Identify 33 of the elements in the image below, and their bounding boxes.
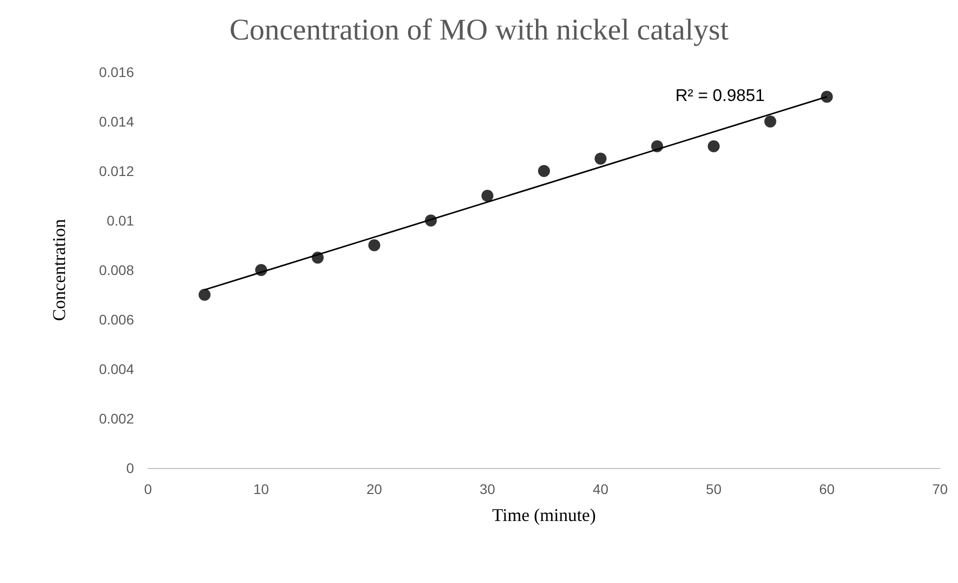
y-axis-title: Concentration — [49, 219, 69, 321]
x-tick-label: 10 — [253, 481, 270, 497]
point — [820, 90, 833, 103]
point — [708, 140, 720, 152]
x-tick-label: 40 — [592, 481, 609, 497]
point — [368, 239, 380, 252]
point — [481, 190, 494, 202]
x-axis-title: Time (minute) — [492, 505, 596, 525]
x-tick-label: 30 — [480, 481, 496, 497]
x-tick-label: 20 — [366, 481, 382, 497]
annotation: R² = 0.9851 — [675, 86, 765, 105]
y-tick-label: 0.006 — [98, 312, 134, 328]
x-tick-label: 60 — [819, 481, 835, 497]
x-tick-label: 70 — [932, 481, 948, 497]
point — [594, 152, 607, 165]
y-tick-label: 0.004 — [98, 361, 134, 377]
point — [651, 140, 664, 152]
y-tick-label: 0.008 — [98, 262, 134, 278]
point — [312, 252, 324, 264]
x-tick-label: 50 — [706, 481, 722, 497]
y-tick-label: 0 — [126, 460, 134, 476]
point — [764, 116, 776, 128]
point — [255, 264, 268, 276]
y-tick-label: 0.01 — [106, 212, 134, 228]
y-tick-label: 0.012 — [98, 163, 134, 179]
point — [424, 214, 437, 226]
y-tick-label: 0.014 — [98, 114, 134, 130]
x-tick-label: 0 — [144, 481, 152, 497]
y-tick-label: 0.002 — [98, 410, 134, 426]
chart-title: Concentration of MO with nickel catalyst — [229, 14, 730, 46]
y-tick-label: 0.016 — [98, 64, 134, 80]
point — [198, 288, 211, 301]
point — [538, 165, 550, 177]
